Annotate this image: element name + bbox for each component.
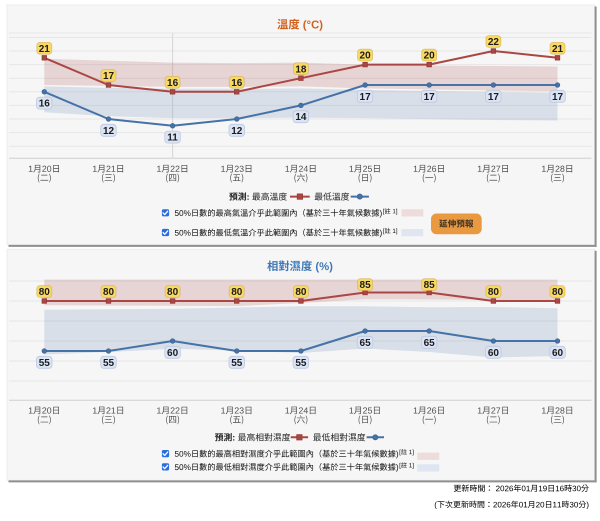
svg-text:60: 60 [488,348,500,359]
svg-text:17: 17 [424,92,436,103]
svg-text:17: 17 [488,92,500,103]
svg-text:80: 80 [39,287,51,298]
svg-text:80: 80 [167,287,179,298]
svg-text:20: 20 [424,51,436,62]
svg-text:60: 60 [552,348,564,359]
svg-text:21: 21 [552,44,564,55]
svg-text:80: 80 [295,287,307,298]
svg-text:55: 55 [295,358,307,369]
svg-text:17: 17 [552,92,564,103]
svg-text:12: 12 [231,126,243,137]
svg-text:80: 80 [231,287,243,298]
svg-text:21: 21 [39,44,51,55]
svg-text:80: 80 [488,287,500,298]
svg-text:85: 85 [360,280,372,291]
svg-text:22: 22 [488,37,500,48]
svg-text:65: 65 [360,338,372,349]
svg-text:11: 11 [167,133,178,144]
svg-text:55: 55 [231,358,243,369]
svg-text:60: 60 [167,348,179,359]
svg-text:80: 80 [103,287,115,298]
svg-text:20: 20 [360,51,372,62]
svg-text:65: 65 [424,338,436,349]
svg-text:55: 55 [103,358,115,369]
svg-text:80: 80 [552,287,564,298]
svg-text:85: 85 [424,280,436,291]
svg-text:16: 16 [167,78,179,89]
svg-text:17: 17 [360,92,372,103]
svg-text:17: 17 [103,71,115,82]
svg-text:16: 16 [39,99,51,110]
svg-text:55: 55 [39,358,51,369]
svg-text:16: 16 [231,78,243,89]
svg-text:12: 12 [103,126,115,137]
svg-text:18: 18 [295,64,307,75]
svg-text:14: 14 [295,112,307,123]
